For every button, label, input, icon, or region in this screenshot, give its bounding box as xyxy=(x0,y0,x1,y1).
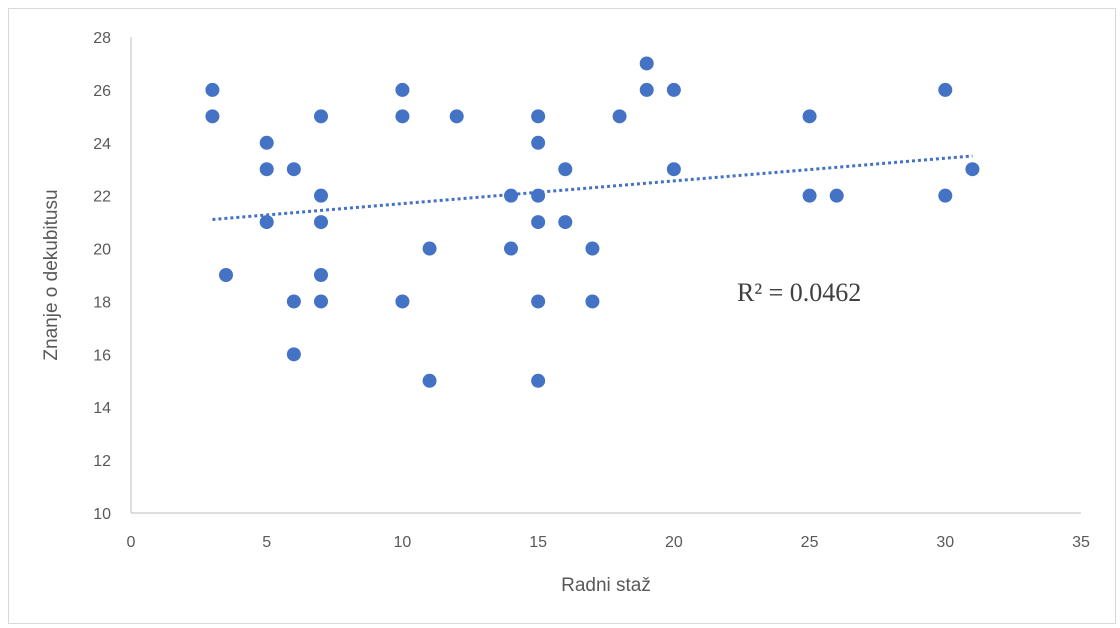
data-point xyxy=(219,268,233,282)
x-tick-label: 15 xyxy=(529,534,547,551)
y-tick-label: 26 xyxy=(93,83,111,100)
data-point xyxy=(449,109,464,124)
data-point xyxy=(259,135,274,150)
data-point xyxy=(558,162,573,177)
y-tick-label: 14 xyxy=(93,400,111,417)
data-point xyxy=(612,109,627,124)
y-axis-title: Znanje o dekubitusu xyxy=(41,189,62,360)
x-tick-label: 0 xyxy=(127,534,136,551)
data-point xyxy=(205,82,220,97)
y-tick-label: 28 xyxy=(93,30,111,47)
data-point xyxy=(829,188,844,203)
x-tick-label: 5 xyxy=(262,534,271,551)
data-point xyxy=(531,135,546,150)
data-point xyxy=(585,241,600,256)
x-tick-label: 10 xyxy=(394,534,412,551)
data-point xyxy=(314,109,328,124)
data-point xyxy=(531,188,546,203)
data-point xyxy=(504,188,518,203)
axes xyxy=(130,37,1081,514)
chart-frame: 10 12 14 16 18 20 22 24 26 28 0 5 10 15 20 25 30 35 Radni… xyxy=(8,8,1116,624)
y-tick-label: 24 xyxy=(93,136,111,153)
x-tick-label: 25 xyxy=(801,534,819,551)
y-tick-label: 10 xyxy=(93,506,111,523)
data-point xyxy=(531,215,546,230)
trendline-group xyxy=(212,154,973,221)
data-point xyxy=(531,109,546,124)
r-squared-label: R² = 0.0462 xyxy=(737,278,861,307)
data-point xyxy=(938,82,953,97)
trendline xyxy=(212,154,973,221)
data-point xyxy=(802,109,817,124)
scatter-chart: 10 12 14 16 18 20 22 24 26 28 0 5 10 15 20 25 30 35 Radni… xyxy=(41,30,1090,596)
data-points xyxy=(205,56,980,388)
data-point xyxy=(314,268,328,282)
x-tick-label: 20 xyxy=(665,534,683,551)
y-tick-label: 16 xyxy=(93,347,111,364)
data-point xyxy=(314,215,328,230)
x-tick-label: 35 xyxy=(1072,534,1090,551)
data-point xyxy=(422,241,437,256)
data-point xyxy=(422,373,437,388)
data-point xyxy=(259,162,274,177)
data-point xyxy=(558,215,573,230)
data-point xyxy=(666,82,681,97)
x-axis-title: Radni staž xyxy=(561,575,651,596)
y-tick-label: 18 xyxy=(93,294,111,311)
data-point xyxy=(395,82,410,97)
tick-labels: 10 12 14 16 18 20 22 24 26 28 0 5 10 15 20 25 30 35 xyxy=(93,30,1090,551)
data-point xyxy=(205,109,220,124)
data-point xyxy=(504,241,518,256)
y-tick-label: 20 xyxy=(93,242,111,259)
data-point xyxy=(314,188,328,203)
x-tick-label: 30 xyxy=(936,534,954,551)
y-tick-label: 22 xyxy=(93,189,111,206)
data-point xyxy=(639,82,654,97)
data-point xyxy=(639,56,654,71)
data-point xyxy=(938,188,953,203)
data-point xyxy=(314,294,328,309)
data-point xyxy=(286,347,301,362)
data-point xyxy=(286,294,301,309)
data-point xyxy=(395,109,410,124)
data-point xyxy=(965,162,980,177)
data-point xyxy=(259,215,274,230)
data-point xyxy=(395,294,410,309)
data-point xyxy=(585,294,600,309)
y-tick-label: 12 xyxy=(93,453,111,470)
data-point xyxy=(286,162,301,177)
data-point xyxy=(531,294,546,309)
data-point xyxy=(666,162,681,177)
data-point xyxy=(802,188,817,203)
data-point xyxy=(531,373,546,388)
